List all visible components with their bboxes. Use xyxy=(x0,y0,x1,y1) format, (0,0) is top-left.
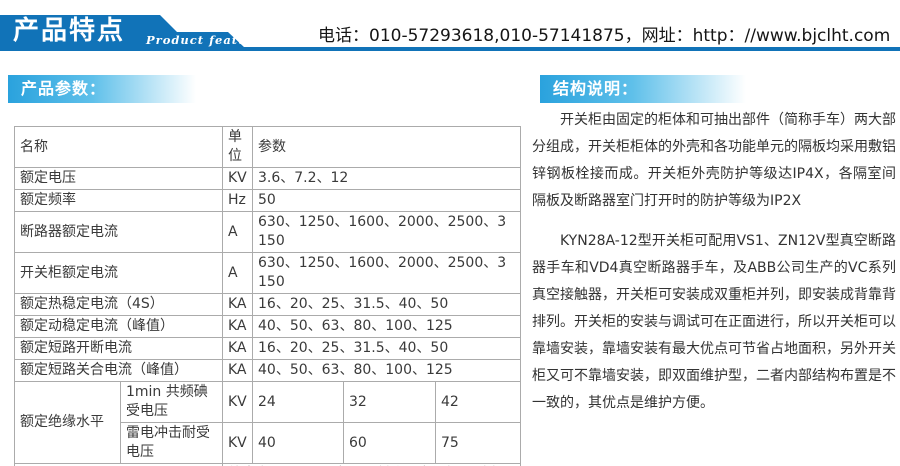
param-name: 额定短路关合电流（峰值） xyxy=(14,359,223,382)
param-value: 40、50、63、80、100、125 xyxy=(252,359,521,382)
product-params-table: 名称 单位 参数 额定电压 KV 3.6、7.2、12 额定频率 Hz 50 断… xyxy=(14,126,521,466)
param-name: 额定短路开断电流 xyxy=(14,337,223,360)
param-name: 额定频率 xyxy=(14,189,223,212)
param-name: 额定动稳定电流（峰值） xyxy=(14,315,223,338)
product-params-table-wrap: 名称 单位 参数 额定电压 KV 3.6、7.2、12 额定频率 Hz 50 断… xyxy=(14,126,521,466)
table-row: 额定热稳定电流（4S） KA 16、20、25、31.5、40、50 xyxy=(14,293,521,316)
contact-info: 电话：010-57293618,010-57141875，网址：http：//w… xyxy=(318,26,891,46)
param-value: 42 xyxy=(435,381,521,423)
param-name: 额定热稳定电流（4S） xyxy=(14,293,223,316)
table-row: 断路器额定电流 A 630、1250、1600、2000、2500、3150 xyxy=(14,211,521,253)
param-value: 630、1250、1600、2000、2500、3150 xyxy=(252,211,521,253)
insulation-group-label: 额定绝缘水平 xyxy=(14,381,121,464)
table-header-row: 名称 单位 参数 xyxy=(14,126,521,168)
table-row-insulation-1: 额定绝缘水平 1min 共频碘受电压 KV 24 32 42 xyxy=(14,381,521,464)
param-unit: A xyxy=(222,252,253,294)
table-row: 额定电压 KV 3.6、7.2、12 xyxy=(14,167,521,190)
param-name: 断路器额定电流 xyxy=(14,211,223,253)
param-value: 50 xyxy=(252,189,521,212)
param-value: 630、1250、1600、2000、2500、3150 xyxy=(252,252,521,294)
param-unit: KA xyxy=(222,337,253,360)
structure-description: 开关柜由固定的柜体和可抽出部件（简称手车）两大部分组成，开关柜柜体的外壳和各功能… xyxy=(532,107,896,430)
param-value: 外壳为 IP4X，隔室间、断路器室门打开时为IP2X xyxy=(222,463,521,466)
param-value: 16、20、25、31.5、40、50 xyxy=(252,337,521,360)
param-value: 75 xyxy=(435,422,521,464)
param-name: 雷电冲击耐受电压 xyxy=(120,422,223,464)
table-row-protection: 防护等级 外壳为 IP4X，隔室间、断路器室门打开时为IP2X xyxy=(14,463,521,466)
param-value: 24 xyxy=(252,381,344,423)
col-header-value: 参数 xyxy=(252,126,521,168)
param-value: 40、50、63、80、100、125 xyxy=(252,315,521,338)
param-unit: KV xyxy=(222,167,253,190)
table-row: 额定动稳定电流（峰值） KA 40、50、63、80、100、125 xyxy=(14,315,521,338)
param-value: 16、20、25、31.5、40、50 xyxy=(252,293,521,316)
section-title-product-params: 产品参数： xyxy=(8,75,196,103)
page-subtitle-en: Product features xyxy=(146,33,271,47)
param-value: 32 xyxy=(343,381,436,423)
structure-paragraph-2: KYN28A-12型开关柜可配用VS1、ZN12V型真空断路器手车和VD4真空断… xyxy=(532,233,896,411)
param-name: 额定电压 xyxy=(14,167,223,190)
param-unit: Hz xyxy=(222,189,253,212)
param-name: 开关柜额定电流 xyxy=(14,252,223,294)
param-unit: A xyxy=(222,211,253,253)
table-row: 额定频率 Hz 50 xyxy=(14,189,521,212)
param-unit: KV xyxy=(222,422,253,464)
page-title: 产品特点 xyxy=(13,16,126,46)
param-unit: KV xyxy=(222,381,253,423)
param-value: 60 xyxy=(343,422,436,464)
table-row-insulation-2: 雷电冲击耐受电压 KV 40 60 75 xyxy=(15,422,521,464)
col-header-name: 名称 xyxy=(14,126,223,168)
param-value: 3.6、7.2、12 xyxy=(252,167,521,190)
table-row: 开关柜额定电流 A 630、1250、1600、2000、2500、3150 xyxy=(14,252,521,294)
section-title-structure: 结构说明： xyxy=(540,75,746,103)
table-row: 额定短路关合电流（峰值） KA 40、50、63、80、100、125 xyxy=(14,359,521,382)
structure-paragraph-1: 开关柜由固定的柜体和可抽出部件（简称手车）两大部分组成，开关柜柜体的外壳和各功能… xyxy=(532,112,896,209)
col-header-unit: 单位 xyxy=(222,126,253,168)
param-value: 40 xyxy=(252,422,344,464)
param-unit: KA xyxy=(222,359,253,382)
param-unit: KA xyxy=(222,293,253,316)
param-name: 1min 共频碘受电压 xyxy=(120,381,223,423)
param-unit: KA xyxy=(222,315,253,338)
table-row: 额定短路开断电流 KA 16、20、25、31.5、40、50 xyxy=(14,337,521,360)
header-divider xyxy=(0,47,900,51)
